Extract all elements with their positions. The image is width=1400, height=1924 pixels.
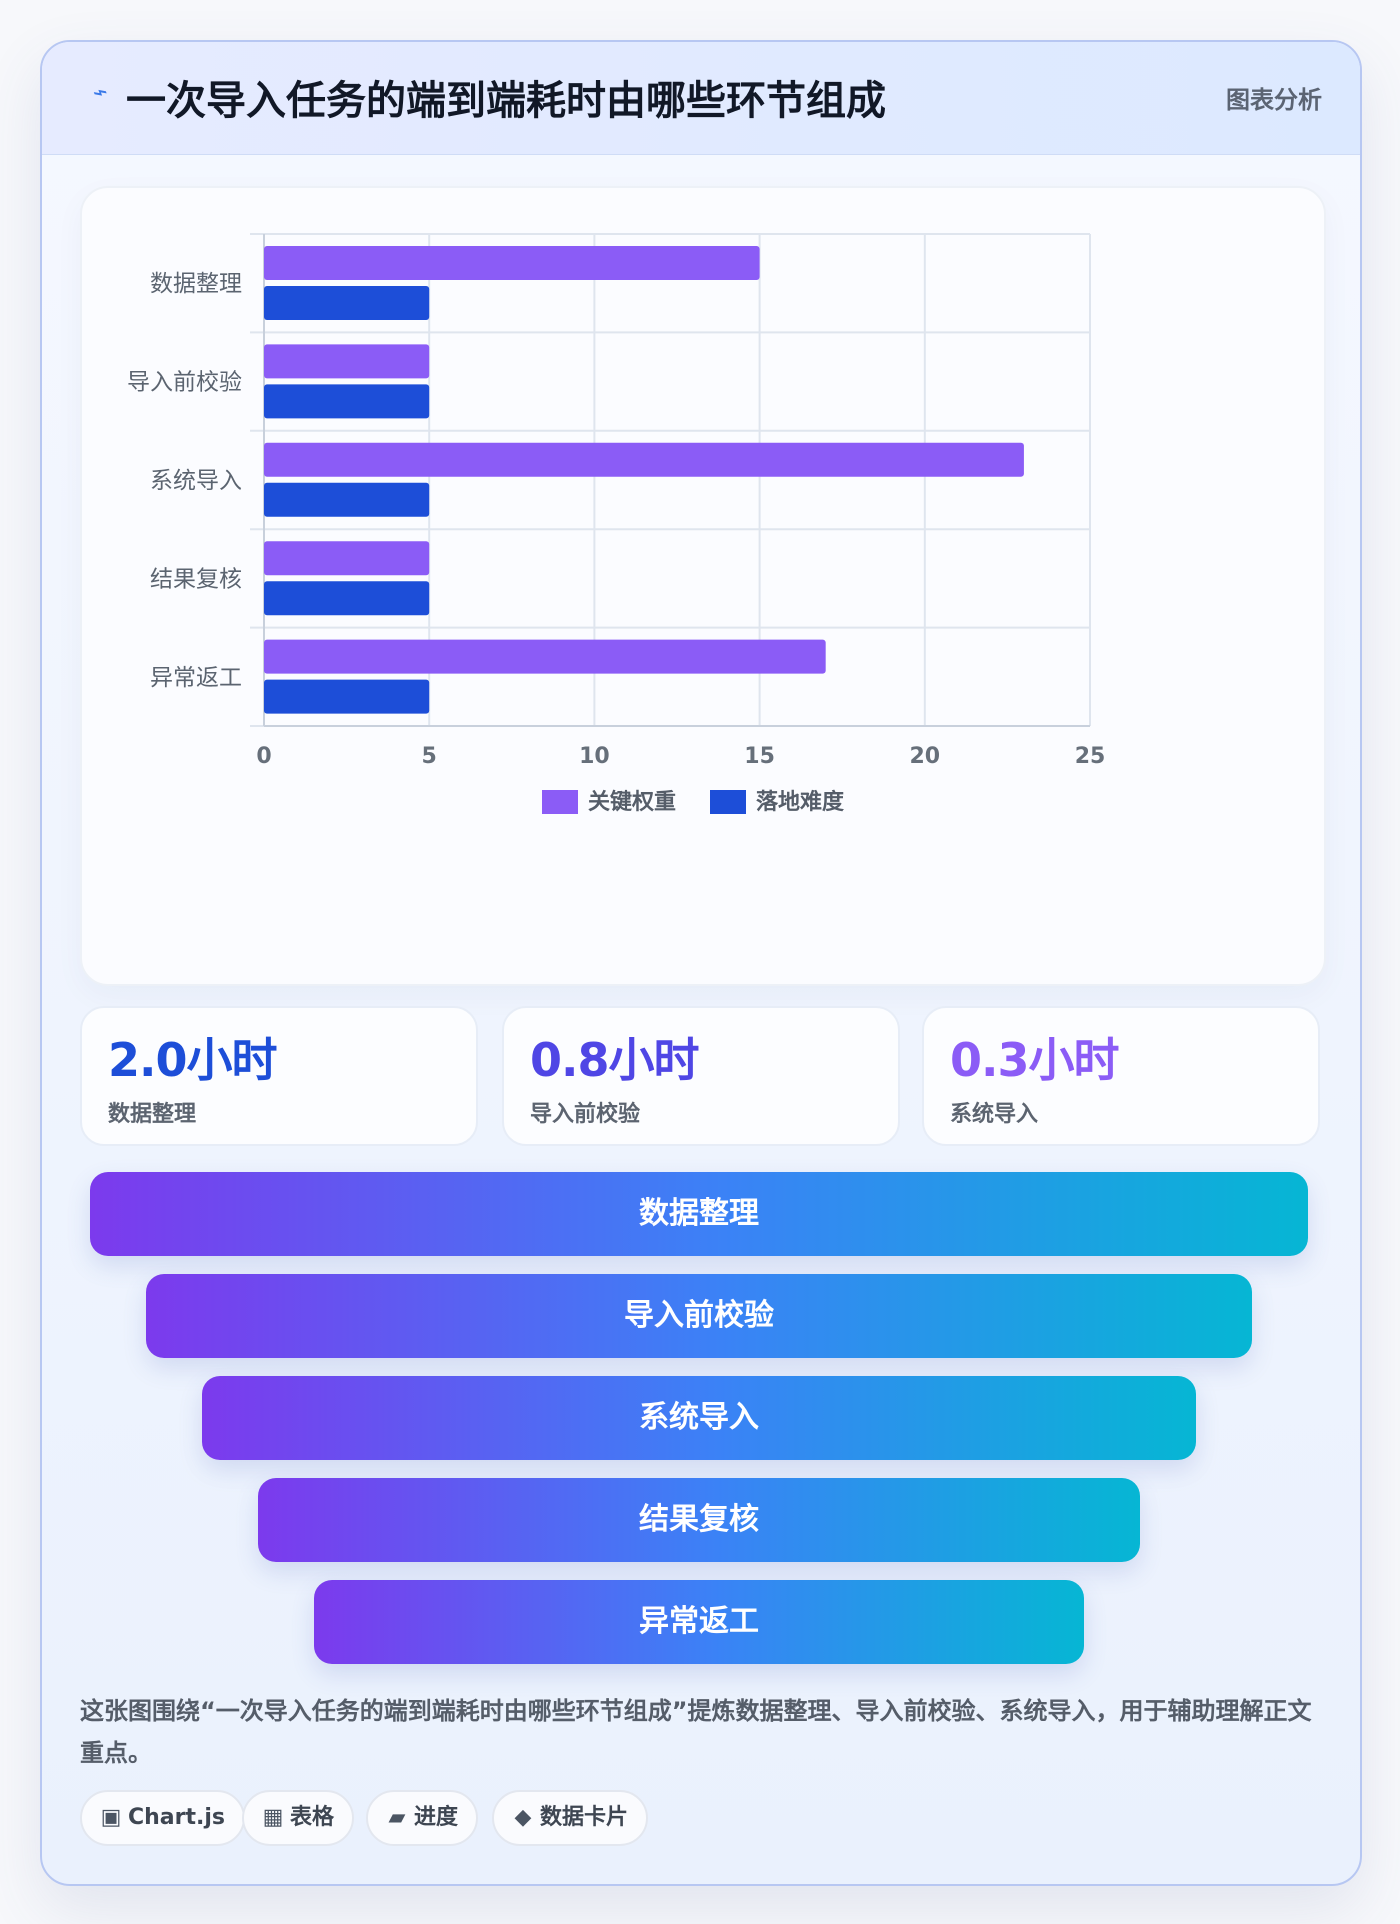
card-header: ⌁ 一次导入任务的端到端耗时由哪些环节组成 图表分析 — [42, 42, 1360, 155]
bar-key-weight — [264, 639, 826, 674]
stat-label: 数据整理 — [108, 1102, 197, 1127]
bar-key-weight — [264, 442, 1024, 477]
chart-analysis-tag: 图表分析 — [1226, 86, 1322, 114]
x-tick-label: 0 — [256, 744, 271, 769]
bar-implementation-difficulty — [264, 482, 430, 517]
y-category-label: 结果复核 — [150, 566, 242, 592]
chart-icon: ▣ — [100, 1805, 122, 1830]
funnel-step-system-import: 系统导入 — [202, 1376, 1196, 1460]
progress-icon: ▰ — [388, 1805, 406, 1830]
chart-description: 这张图围绕“一次导入任务的端到端耗时由哪些环节组成”提炼数据整理、导入前校验、系… — [80, 1697, 1312, 1767]
funnel-step-pre-import-check: 导入前校验 — [146, 1274, 1252, 1358]
table-icon: ▦ — [262, 1805, 284, 1830]
chip-label: 数据卡片 — [540, 1805, 629, 1830]
stat-card-data-cleaning: 2.0小时 数据整理 — [80, 1006, 478, 1146]
stat-value: 0.8小时 — [530, 1033, 699, 1087]
analysis-card: ⌁ 一次导入任务的端到端耗时由哪些环节组成 图表分析 0 5 10 15 20 25 数据整… — [40, 40, 1362, 1886]
chip-label: Chart.js — [128, 1805, 226, 1830]
chip-data-card[interactable]: ◆ 数据卡片 — [492, 1790, 649, 1846]
lightning-icon: ⌁ — [88, 76, 112, 108]
chip-label: 表格 — [290, 1805, 335, 1830]
x-tick-label: 15 — [744, 744, 775, 769]
legend-label: 落地难度 — [756, 789, 845, 815]
stat-label: 系统导入 — [950, 1102, 1039, 1127]
stat-value: 2.0小时 — [108, 1033, 277, 1087]
funnel-step-data-cleaning: 数据整理 — [90, 1172, 1308, 1256]
x-tick-label: 20 — [909, 744, 940, 769]
x-tick-label: 25 — [1075, 744, 1106, 769]
y-category-label: 导入前校验 — [127, 370, 242, 396]
y-category-label: 系统导入 — [150, 468, 242, 494]
legend-label: 关键权重 — [588, 789, 676, 815]
chip-table[interactable]: ▦ 表格 — [242, 1790, 355, 1846]
bar-key-weight — [264, 344, 430, 379]
x-tick-label: 5 — [422, 744, 437, 769]
chart-card: 0 5 10 15 20 25 数据整理导入前校验系统导入结果复核异常返工关键权重 落地难度 — [80, 186, 1326, 986]
stat-card-system-import: 0.3小时 系统导入 — [922, 1006, 1320, 1146]
stat-value: 0.3小时 — [950, 1033, 1119, 1087]
y-category-label: 数据整理 — [150, 271, 242, 297]
bar-implementation-difficulty — [264, 286, 430, 320]
chip-chartjs[interactable]: ▣ Chart.js — [80, 1790, 246, 1846]
x-tick-label: 10 — [579, 744, 610, 769]
funnel-step-result-review: 结果复核 — [258, 1478, 1140, 1562]
legend-swatch — [542, 790, 578, 814]
stat-card-pre-import-check: 0.8小时 导入前校验 — [502, 1006, 900, 1146]
bar-key-weight — [264, 246, 760, 280]
chip-progress[interactable]: ▰ 进度 — [366, 1790, 479, 1846]
bar-key-weight — [264, 541, 430, 576]
bar-implementation-difficulty — [264, 581, 430, 616]
chip-label: 进度 — [414, 1805, 459, 1830]
stat-label: 导入前校验 — [530, 1102, 641, 1127]
legend-swatch — [710, 790, 746, 814]
y-category-label: 异常返工 — [150, 665, 242, 691]
funnel-step-exception-rework: 异常返工 — [314, 1580, 1084, 1664]
data-card-icon: ◆ — [514, 1805, 532, 1830]
bar-implementation-difficulty — [264, 679, 430, 714]
bar-implementation-difficulty — [264, 384, 430, 419]
page-title: 一次导入任务的端到端耗时由哪些环节组成 — [126, 78, 886, 124]
